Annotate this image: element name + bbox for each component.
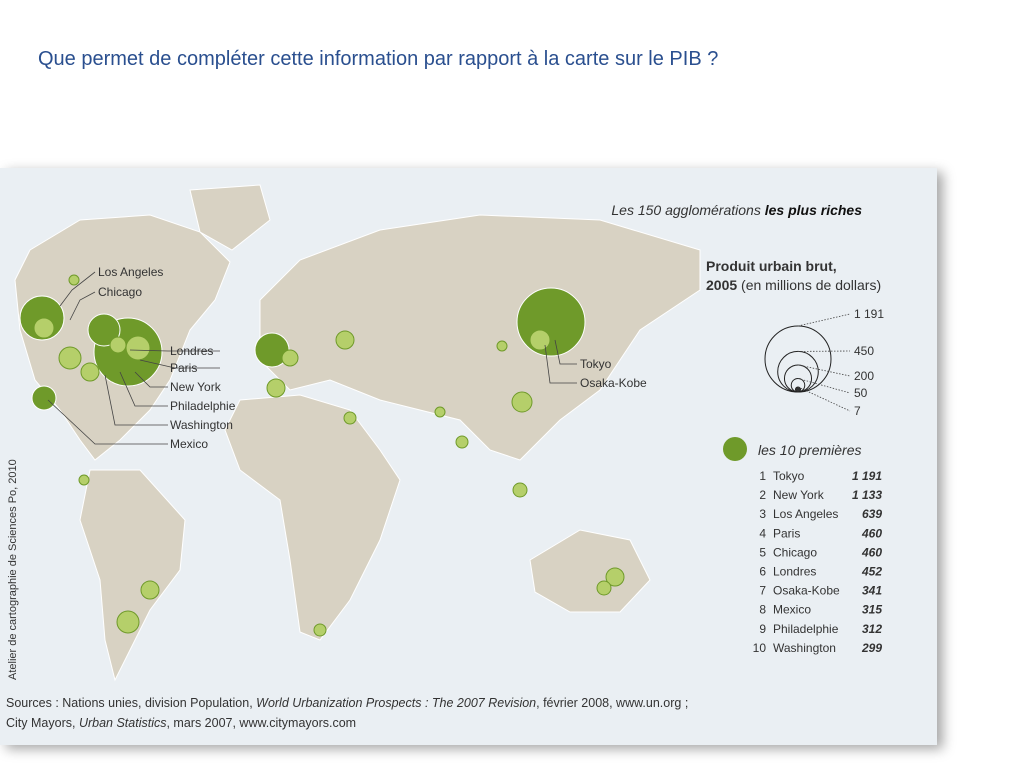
map-title: Les 150 agglomérations les plus riches xyxy=(611,202,862,218)
rank: 10 xyxy=(753,641,767,655)
map-label: Washington xyxy=(170,418,233,432)
rank: 5 xyxy=(759,545,766,559)
scale-label: 7 xyxy=(854,404,861,418)
map-label: Los Angeles xyxy=(98,265,163,279)
gdp-value: 299 xyxy=(861,641,882,655)
credit: Atelier de cartographie de Sciences Po, … xyxy=(7,459,19,680)
scale-leader xyxy=(797,386,851,412)
gdp-value: 1 191 xyxy=(852,469,882,483)
gdp-value: 639 xyxy=(862,507,882,521)
map-title-part: Les 150 agglomérations xyxy=(611,202,764,218)
city-name: Mexico xyxy=(773,603,811,617)
legend-year: 2005 xyxy=(706,277,737,293)
gdp-value: 452 xyxy=(861,565,882,579)
scale-label: 50 xyxy=(854,386,868,400)
city-name: Osaka-Kobe xyxy=(773,584,840,598)
top10-table: 1 Tokyo 1 191 2 New York 1 133 3 Los Angeles 639… xyxy=(753,469,883,655)
legend-title: Produit urbain brut, xyxy=(706,258,837,274)
map-label: Tokyo xyxy=(580,357,612,371)
rank: 2 xyxy=(759,488,766,502)
city-name: Chicago xyxy=(773,545,817,559)
rank: 7 xyxy=(759,584,766,598)
gdp-value: 341 xyxy=(862,584,882,598)
legend-scale: 1 191 450 200 50 7 xyxy=(764,307,884,418)
rank: 4 xyxy=(759,526,766,540)
map-label: Mexico xyxy=(170,437,208,451)
legend-swatch xyxy=(723,437,747,461)
city-circles xyxy=(19,274,625,637)
sources-part: , mars 2007, www.citymayors.com xyxy=(166,716,356,730)
city-name: Washington xyxy=(773,641,836,655)
sources-part: City Mayors, xyxy=(6,716,79,730)
continents xyxy=(14,184,701,682)
map-label: Osaka-Kobe xyxy=(580,376,647,390)
sources-part: Sources : Nations unies, division Popula… xyxy=(6,696,256,710)
map-label: New York xyxy=(170,380,222,394)
map-label: Philadelphie xyxy=(170,399,236,413)
map-label: Paris xyxy=(170,361,197,375)
rank: 8 xyxy=(759,603,766,617)
gdp-value: 460 xyxy=(861,545,882,559)
legend-top10-title: les 10 premières xyxy=(758,442,862,458)
sources-part: , février 2008, www.un.org ; xyxy=(536,696,688,710)
gdp-value: 315 xyxy=(862,603,882,617)
scale-label: 200 xyxy=(854,369,874,383)
map-label: Londres xyxy=(170,344,213,358)
city-name: Paris xyxy=(773,526,800,540)
scale-label: 450 xyxy=(854,344,874,358)
sources-part: Urban Statistics xyxy=(79,716,167,730)
city-name: New York xyxy=(773,488,825,502)
map-label: Chicago xyxy=(98,285,142,299)
scale-label: 1 191 xyxy=(854,307,884,321)
city-name: Philadelphie xyxy=(773,622,839,636)
city-name: Tokyo xyxy=(773,469,805,483)
slide-title: Que permet de compléter cette informatio… xyxy=(38,48,719,70)
rank: 6 xyxy=(759,565,766,579)
gdp-value: 1 133 xyxy=(852,488,882,502)
sources-line: Sources : Nations unies, division Popula… xyxy=(6,696,688,710)
sources-part: World Urbanization Prospects : The 2007 … xyxy=(256,696,536,710)
legend-subtitle: 2005 (en millions de dollars) xyxy=(706,277,881,293)
legend-unit: (en millions de dollars) xyxy=(737,277,881,293)
rank: 9 xyxy=(759,622,766,636)
city-name: Londres xyxy=(773,565,816,579)
map-title-part: les plus riches xyxy=(765,202,862,218)
rank: 3 xyxy=(759,507,766,521)
rank: 1 xyxy=(759,469,766,483)
scale-circle xyxy=(794,386,802,393)
leader-lines xyxy=(47,271,577,445)
sources-line: City Mayors, Urban Statistics, mars 2007… xyxy=(6,716,356,730)
gdp-value: 312 xyxy=(862,622,882,636)
city-name: Los Angeles xyxy=(773,507,838,521)
gdp-value: 460 xyxy=(861,526,882,540)
